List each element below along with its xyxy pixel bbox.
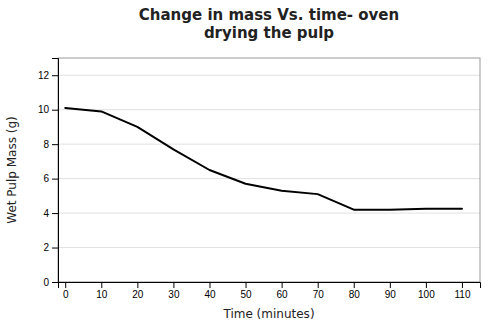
x-tick-label: 70 [313, 289, 325, 300]
y-tick-mark [52, 248, 58, 249]
x-axis-line [59, 283, 481, 289]
x-tick-mark [318, 282, 319, 288]
grid-line [58, 109, 480, 110]
y-tick: 0 [43, 277, 58, 288]
y-tick-label: 6 [43, 173, 49, 184]
x-tick-mark [246, 282, 247, 288]
line [65, 108, 462, 210]
x-tick-label: 60 [277, 289, 289, 300]
x-tick-mark [101, 282, 102, 288]
x-tick: 50 [240, 282, 252, 300]
x-tick: 40 [204, 282, 216, 300]
grid-line [58, 75, 480, 76]
x-tick: 70 [313, 282, 325, 300]
x-tick: 100 [418, 282, 435, 300]
y-tick-mark [52, 75, 58, 76]
x-tick: 0 [63, 282, 69, 300]
y-tick: 8 [43, 139, 58, 150]
grid-line [58, 144, 480, 145]
x-tick-mark [65, 282, 66, 288]
y-tick-label: 0 [43, 277, 49, 288]
x-tick-mark [282, 282, 283, 288]
y-tick: 10 [38, 104, 58, 115]
y-axis: 0 2 4 6 8 10 12 [38, 59, 59, 288]
x-tick-label: 110 [454, 289, 470, 300]
x-tick-mark [137, 282, 138, 288]
y-tick-mark [52, 282, 58, 283]
x-tick-mark [462, 282, 463, 288]
grid-line [58, 247, 480, 248]
x-tick-label: 0 [63, 289, 69, 300]
x-axis: 0 10 20 30 40 50 60 70 80 90 100 110 [59, 282, 481, 300]
x-tick-mark [426, 282, 427, 288]
y-axis-title: Wet Pulp Mass (g) [5, 116, 19, 223]
y-tick-label: 2 [43, 242, 49, 253]
chart: Change in mass Vs. time- ovendrying the … [0, 0, 500, 326]
y-tick: 2 [43, 242, 58, 253]
y-tick-mark [52, 144, 58, 145]
x-tick-label: 40 [204, 289, 216, 300]
x-tick: 20 [132, 282, 144, 300]
x-tick-label: 30 [168, 289, 180, 300]
x-tick: 60 [277, 282, 289, 300]
x-tick-label: 10 [96, 289, 108, 300]
y-tick-label: 12 [38, 70, 50, 81]
title: Change in mass Vs. time- ovendrying the … [139, 6, 399, 42]
x-tick-mark [209, 282, 210, 288]
x-tick: 30 [168, 282, 180, 300]
x-tick: 90 [385, 282, 397, 300]
y-tick-label: 10 [38, 104, 50, 115]
x-tick-label: 50 [240, 289, 252, 300]
y-tick-mark [52, 179, 58, 180]
grid [58, 75, 480, 282]
y-tick-label: 4 [43, 208, 49, 219]
x-tick: 80 [349, 282, 361, 300]
y-tick: 6 [43, 173, 58, 184]
x-tick-label: 80 [349, 289, 361, 300]
x-tick-label: 20 [132, 289, 144, 300]
x-tick-mark [354, 282, 355, 288]
grid-line [58, 178, 480, 179]
x-tick-label: 90 [385, 289, 397, 300]
series [65, 108, 462, 210]
plot-frame [58, 58, 480, 282]
y-axis-line [52, 59, 59, 283]
y-tick-mark [52, 110, 58, 111]
x-tick: 10 [96, 282, 108, 300]
y-tick-mark [52, 213, 58, 214]
y-tick: 12 [38, 70, 58, 81]
x-tick-label: 100 [418, 289, 435, 300]
y-tick-label: 8 [43, 139, 49, 150]
grid-line [58, 213, 480, 214]
x-tick-mark [173, 282, 174, 288]
y-tick: 4 [43, 208, 58, 219]
x-tick: 110 [454, 282, 470, 300]
x-axis-title: Time (minutes) [222, 307, 314, 321]
plot-area: 0 10 20 30 40 50 60 70 80 90 100 110 0 2 4 6 8 10 12 [38, 58, 481, 300]
x-tick-mark [390, 282, 391, 288]
